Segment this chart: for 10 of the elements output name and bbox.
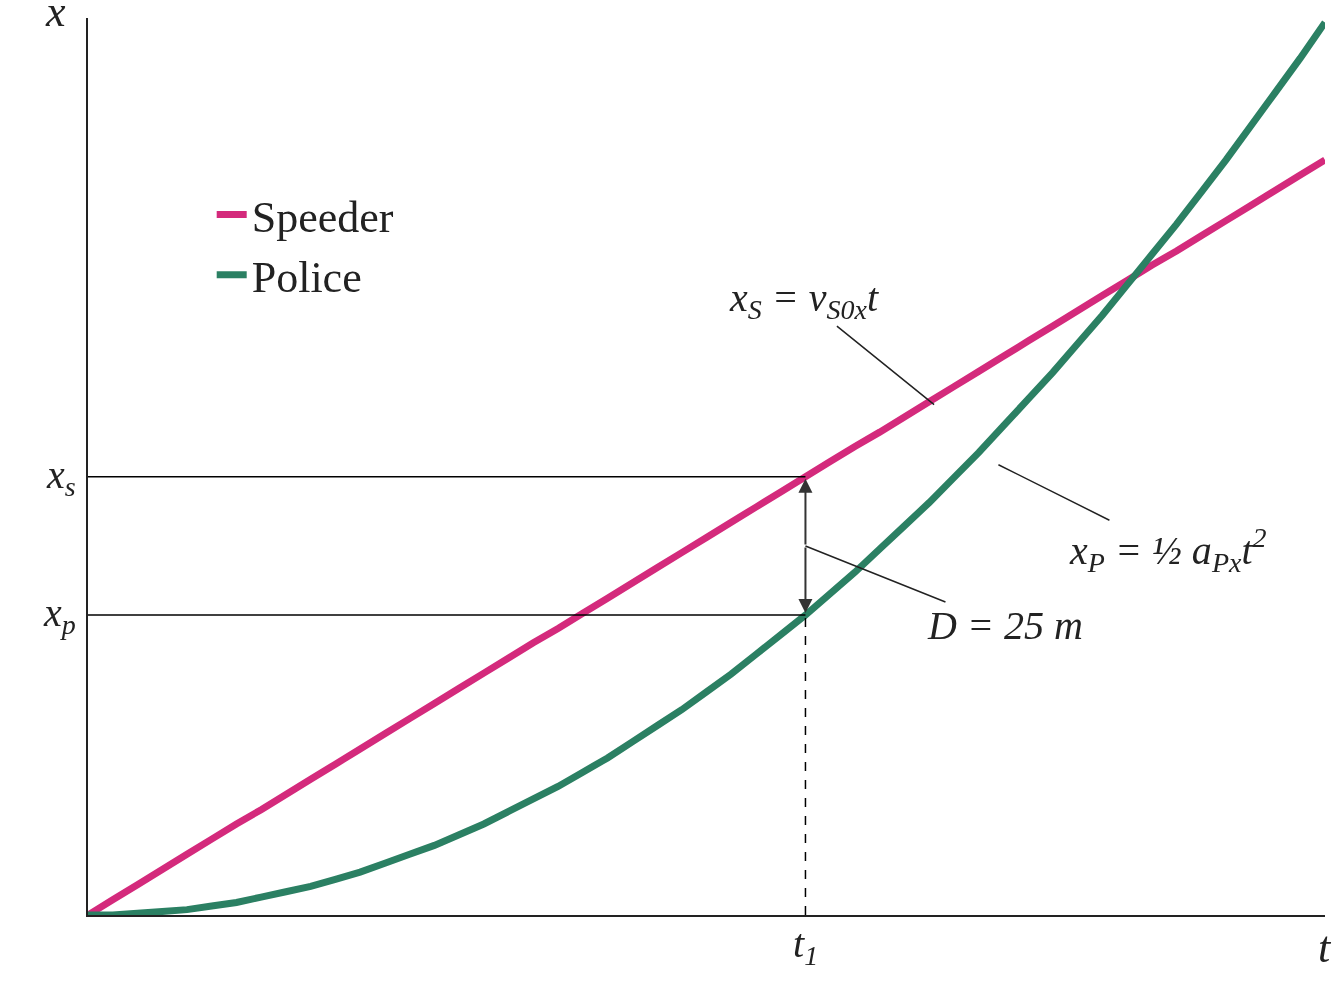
y-axis-title: x [45,0,66,36]
annotation: D = 25 m [927,603,1083,648]
ref-line-label: x$_{s}$ [46,452,76,503]
annotation: x$_{P}$ = ½ a$_{Px}$t$^{2}$ [1069,522,1267,579]
x-axis-title: t [1318,923,1332,972]
annotation: x$_{S}$ = v$_{S0x}$t [729,275,879,326]
text: t$_{1}$ [793,921,819,972]
legend-label: Speeder [251,192,394,242]
legend-label: Police [251,252,362,302]
ref-line-label: x$_{p}$ [43,590,76,641]
